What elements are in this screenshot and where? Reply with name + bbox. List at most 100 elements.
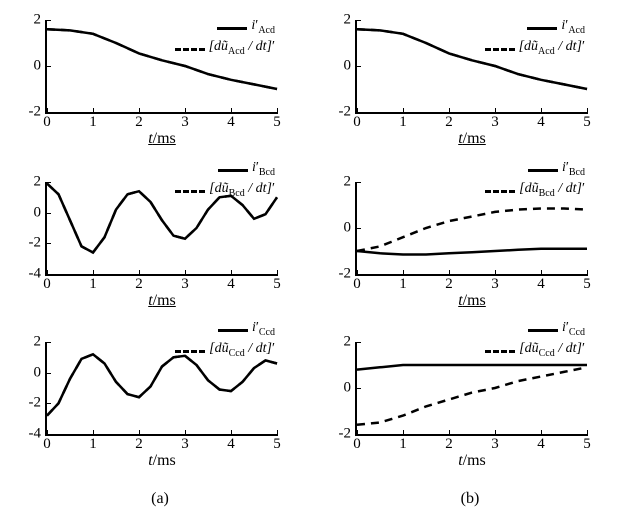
ytick-label: -2	[339, 266, 352, 283]
series-du	[47, 354, 277, 415]
plot-area: -4-202012345i′Bcd[dũBcd / dt]′t/ms	[45, 182, 277, 276]
xtick-label: 4	[227, 276, 235, 293]
ytick-label: -2	[339, 426, 352, 443]
xlabel: t/ms	[148, 292, 176, 310]
xtick-label: 1	[89, 436, 97, 453]
panel-b-1: -202012345i′Bcd[dũBcd / dt]′t/ms	[355, 182, 585, 274]
legend-swatch-solid	[528, 329, 558, 332]
ytick-label: -2	[339, 104, 352, 121]
ytick-label: 0	[34, 58, 42, 75]
xtick-label: 3	[181, 436, 189, 453]
xtick-label: 1	[399, 114, 407, 131]
xtick-label: 0	[353, 114, 361, 131]
legend-label-i: i′Ccd	[252, 320, 275, 341]
panel-b-2: -202012345i′Ccd[dũCcd / dt]′t/ms	[355, 342, 585, 434]
ytick-label: -4	[29, 266, 42, 283]
ytick	[45, 112, 51, 113]
panel-a-0: -202012345i′Acd[dũAcd / dt]′t/ms	[45, 20, 275, 112]
ytick-label: 0	[34, 364, 42, 381]
series-i	[47, 29, 277, 89]
legend-swatch-solid	[218, 329, 248, 332]
legend-label-i: i′Ccd	[562, 320, 585, 341]
curves	[357, 182, 587, 274]
xtick-label: 5	[273, 436, 281, 453]
series-du	[357, 209, 587, 252]
column-label: (b)	[461, 490, 480, 508]
ytick-label: 2	[344, 334, 352, 351]
xtick-label: 4	[537, 114, 545, 131]
xtick-label: 0	[43, 436, 51, 453]
xtick-label: 2	[135, 276, 143, 293]
plot-area: -202012345i′Acd[dũAcd / dt]′t/ms	[355, 20, 587, 114]
xtick-label: 1	[399, 276, 407, 293]
xtick-label: 0	[43, 114, 51, 131]
plot-area: -202012345i′Bcd[dũBcd / dt]′t/ms	[355, 182, 587, 276]
xtick-label: 3	[491, 436, 499, 453]
legend-label-i: i′Bcd	[252, 160, 275, 181]
series-i	[47, 354, 277, 415]
xtick-label: 0	[43, 276, 51, 293]
series-du	[357, 367, 587, 425]
ytick	[45, 434, 51, 435]
ytick-label: 2	[344, 12, 352, 29]
plot-area: -4-202012345i′Ccd[dũCcd / dt]′t/ms	[45, 342, 277, 436]
series-i	[357, 29, 587, 89]
xtick-label: 5	[273, 114, 281, 131]
ytick-label: -4	[29, 426, 42, 443]
ytick-label: -2	[29, 235, 42, 252]
xtick-label: 3	[491, 114, 499, 131]
xtick-label: 5	[583, 114, 591, 131]
panel-a-2: -4-202012345i′Ccd[dũCcd / dt]′t/ms	[45, 342, 275, 434]
xtick-label: 4	[227, 114, 235, 131]
figure-root: -202012345i′Acd[dũAcd / dt]′t/ms-4-20201…	[0, 0, 622, 522]
ytick-label: 2	[34, 174, 42, 191]
xlabel: t/ms	[148, 452, 176, 470]
ytick-label: 2	[34, 12, 42, 29]
ytick	[45, 274, 51, 275]
xtick-label: 4	[227, 436, 235, 453]
xtick-label: 2	[445, 276, 453, 293]
curves	[47, 182, 277, 274]
curves	[357, 20, 587, 112]
curves	[357, 342, 587, 434]
ytick	[355, 274, 361, 275]
ytick	[355, 434, 361, 435]
xtick-label: 1	[89, 276, 97, 293]
xtick-label: 1	[89, 114, 97, 131]
xlabel: t/ms	[458, 292, 486, 310]
xtick-label: 5	[273, 276, 281, 293]
ytick-label: -2	[29, 395, 42, 412]
ytick-label: -2	[29, 104, 42, 121]
ytick-label: 0	[344, 58, 352, 75]
xtick-label: 3	[181, 114, 189, 131]
series-i	[357, 365, 587, 370]
ytick	[355, 112, 361, 113]
xtick-label: 0	[353, 276, 361, 293]
ytick-label: 2	[344, 174, 352, 191]
series-i	[357, 249, 587, 255]
xtick-label: 2	[445, 436, 453, 453]
ytick-label: 0	[34, 204, 42, 221]
xlabel: t/ms	[148, 130, 176, 148]
xtick-label: 5	[583, 276, 591, 293]
xtick-label: 2	[135, 436, 143, 453]
xlabel: t/ms	[458, 452, 486, 470]
xtick-label: 3	[491, 276, 499, 293]
xtick-label: 0	[353, 436, 361, 453]
plot-area: -202012345i′Acd[dũAcd / dt]′t/ms	[45, 20, 277, 114]
xlabel: t/ms	[458, 130, 486, 148]
xtick-label: 5	[583, 436, 591, 453]
curves	[47, 20, 277, 112]
panel-b-0: -202012345i′Acd[dũAcd / dt]′t/ms	[355, 20, 585, 112]
legend-swatch-solid	[528, 169, 558, 172]
xtick-label: 2	[135, 114, 143, 131]
legend-label-i: i′Bcd	[562, 160, 585, 181]
xtick-label: 4	[537, 276, 545, 293]
curves	[47, 342, 277, 434]
column-label: (a)	[151, 490, 169, 508]
legend-swatch-solid	[218, 169, 248, 172]
xtick-label: 2	[445, 114, 453, 131]
ytick-label: 0	[344, 220, 352, 237]
xtick-label: 3	[181, 276, 189, 293]
xtick-label: 4	[537, 436, 545, 453]
